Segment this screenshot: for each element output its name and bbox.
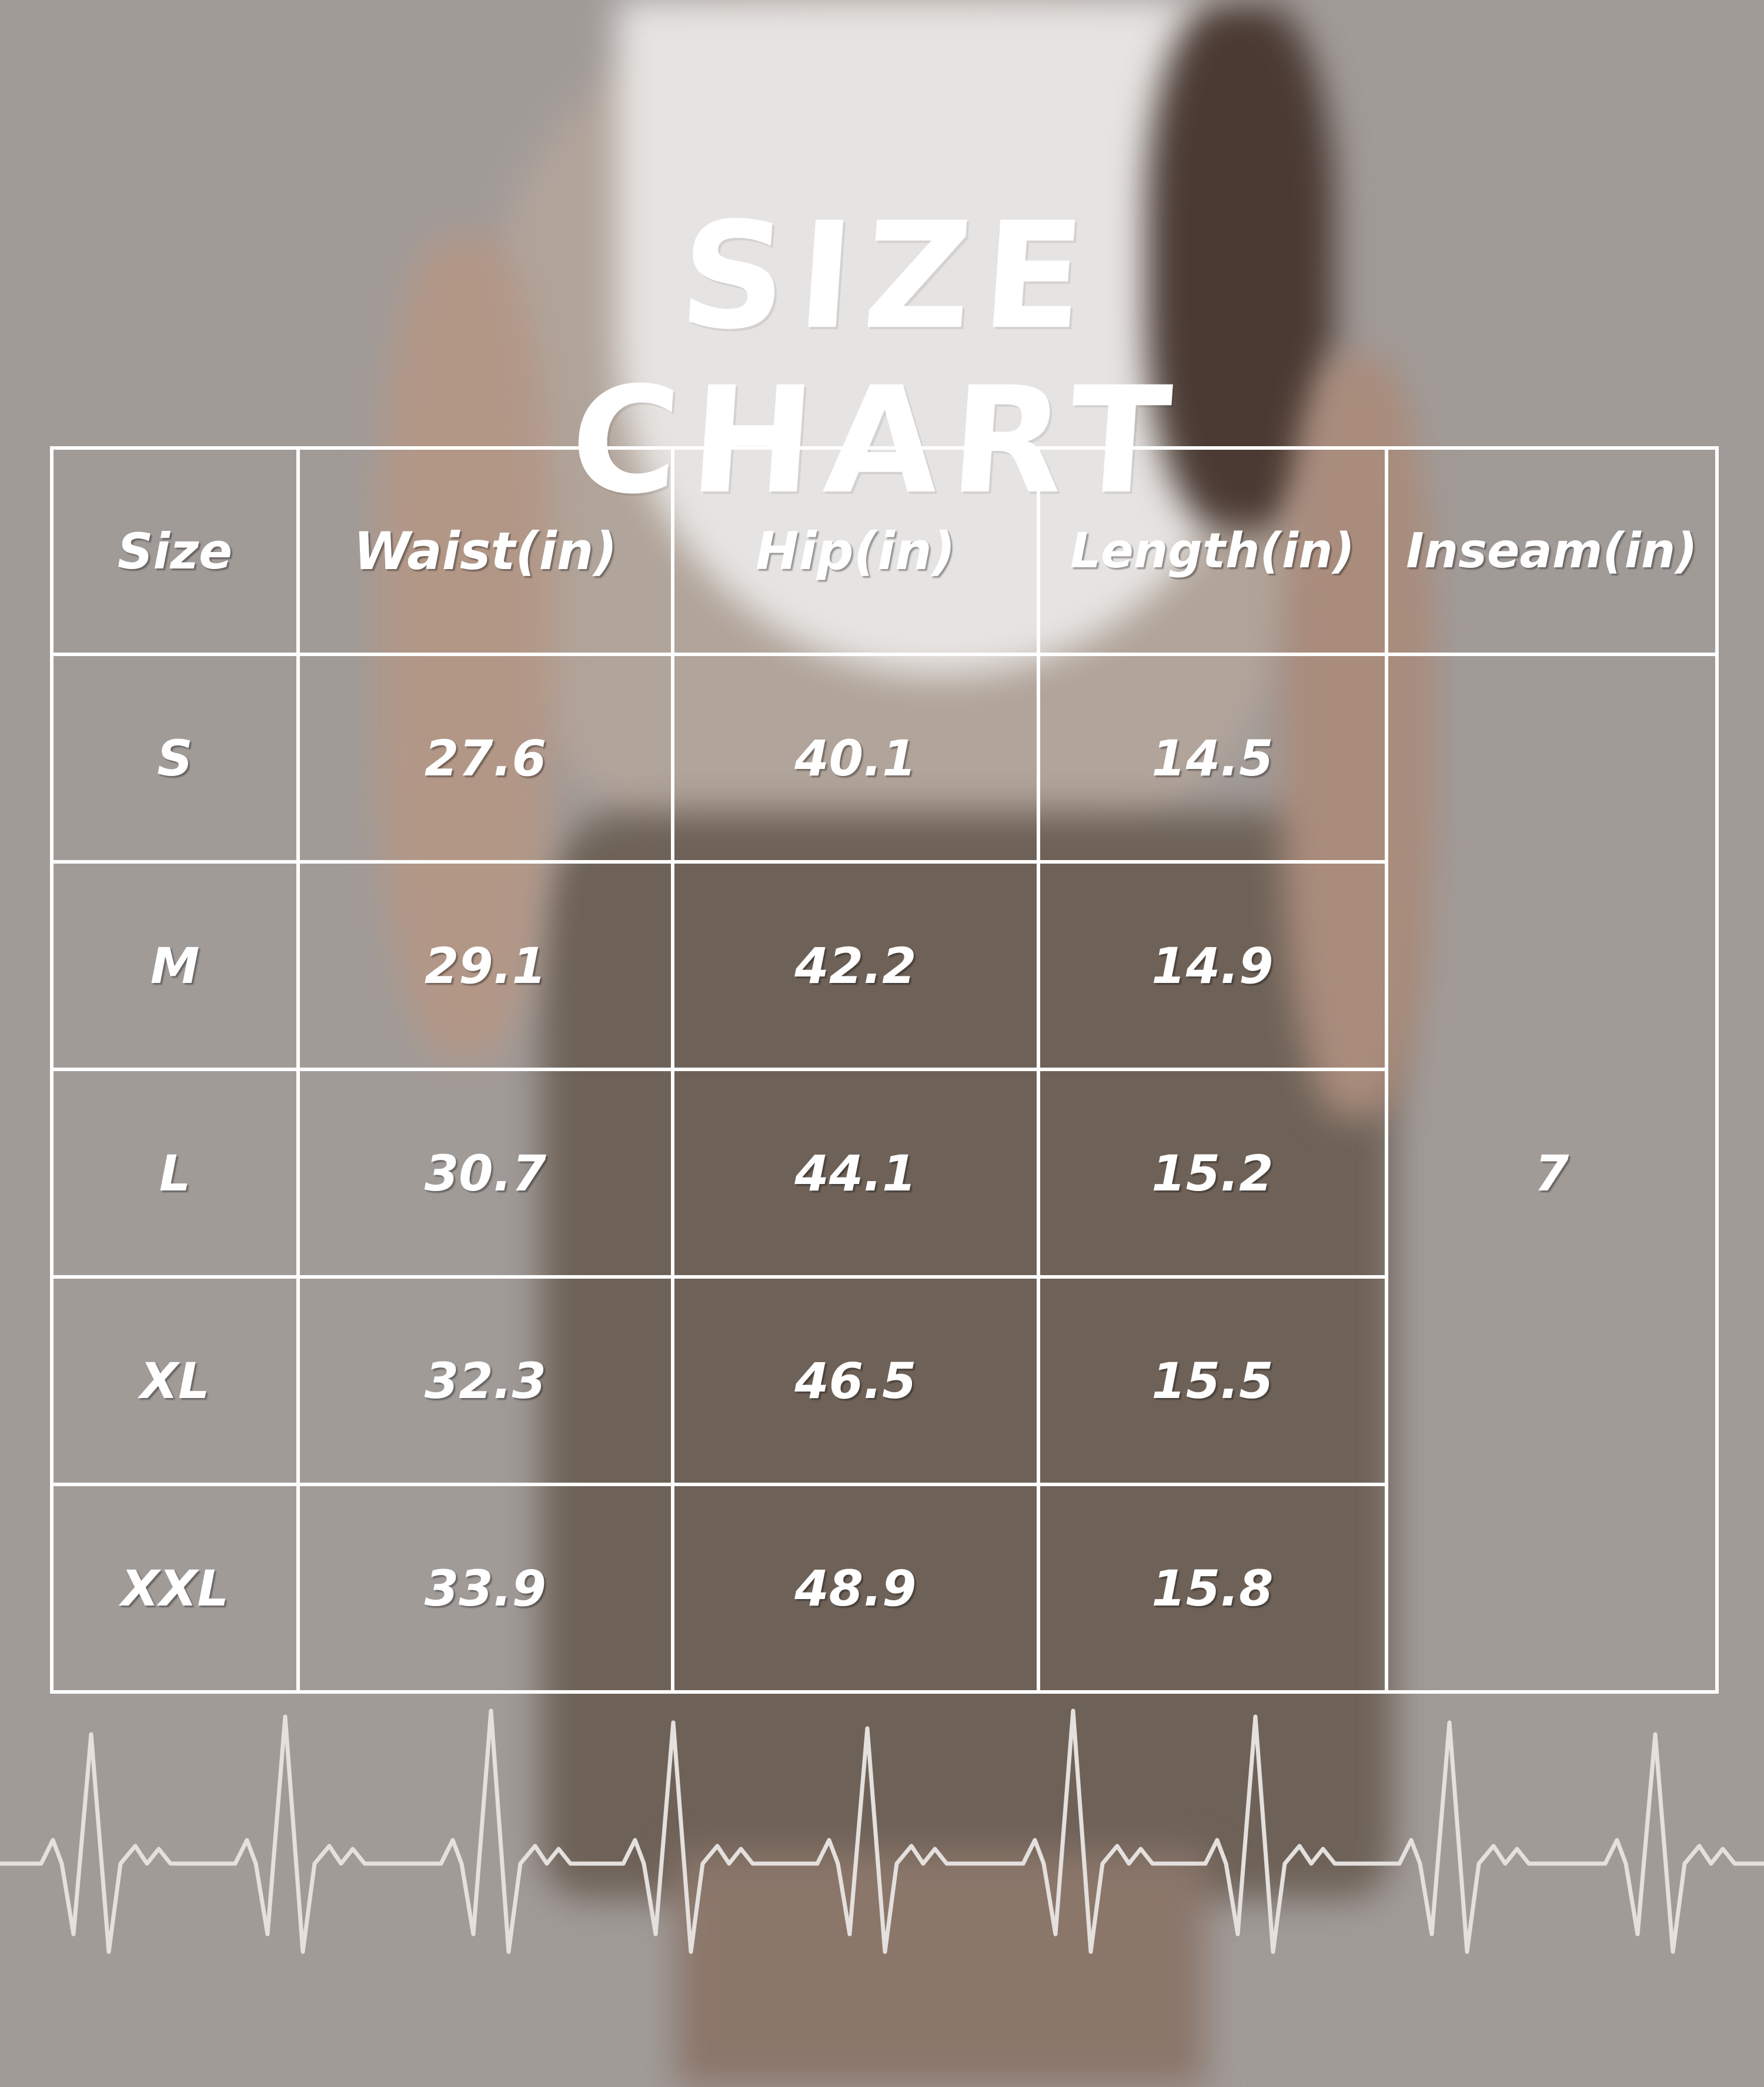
table-header-row: Size Waist(in) Hip(in) Length(in) Inseam…: [50, 446, 1719, 656]
table-row: XXL 33.9 48.9 15.8: [50, 1483, 1717, 1694]
page-title: SIZE CHART: [565, 190, 1188, 526]
table-row: M 29.1 42.2 14.9: [50, 860, 1717, 1071]
header-size: Size: [50, 446, 300, 656]
heartbeat-line: [0, 1708, 1764, 1954]
hip-cell: 46.5: [671, 1275, 1040, 1486]
waist-cell: 33.9: [296, 1483, 674, 1694]
heartbeat-line-decoration: [0, 1708, 1764, 1954]
waist-cell: 29.1: [296, 860, 674, 1071]
waist-cell: 27.6: [296, 653, 674, 864]
header-hip: Hip(in): [671, 446, 1040, 656]
hip-cell: 44.1: [671, 1068, 1040, 1279]
hip-cell: 40.1: [671, 653, 1040, 864]
inseam-cell: 7: [1385, 653, 1719, 1694]
size-cell: S: [50, 653, 300, 864]
size-cell: M: [50, 860, 300, 1071]
table-row: L 30.7 44.1 15.2: [50, 1068, 1717, 1279]
table-row: S 27.6 40.1 14.5 7: [50, 653, 1719, 1694]
hip-cell: 48.9: [671, 1483, 1040, 1694]
header-length: Length(in): [1037, 446, 1388, 656]
waist-cell: 32.3: [296, 1275, 674, 1486]
length-cell: 15.8: [1037, 1483, 1388, 1694]
hip-cell: 42.2: [671, 860, 1040, 1071]
size-cell: XXL: [50, 1483, 300, 1694]
size-cell: XL: [50, 1275, 300, 1486]
length-cell: 15.5: [1037, 1275, 1388, 1486]
length-cell: 14.9: [1037, 860, 1388, 1071]
size-cell: L: [50, 1068, 300, 1279]
model-legs: [676, 1852, 1205, 2087]
length-cell: 15.2: [1037, 1068, 1388, 1279]
header-inseam: Inseam(in): [1385, 446, 1719, 656]
header-waist: Waist(in): [296, 446, 674, 656]
table-row: XL 32.3 46.5 15.5: [50, 1275, 1717, 1486]
length-cell: 14.5: [1037, 653, 1388, 864]
waist-cell: 30.7: [296, 1068, 674, 1279]
size-table: Size Waist(in) Hip(in) Length(in) Inseam…: [50, 446, 1719, 1694]
